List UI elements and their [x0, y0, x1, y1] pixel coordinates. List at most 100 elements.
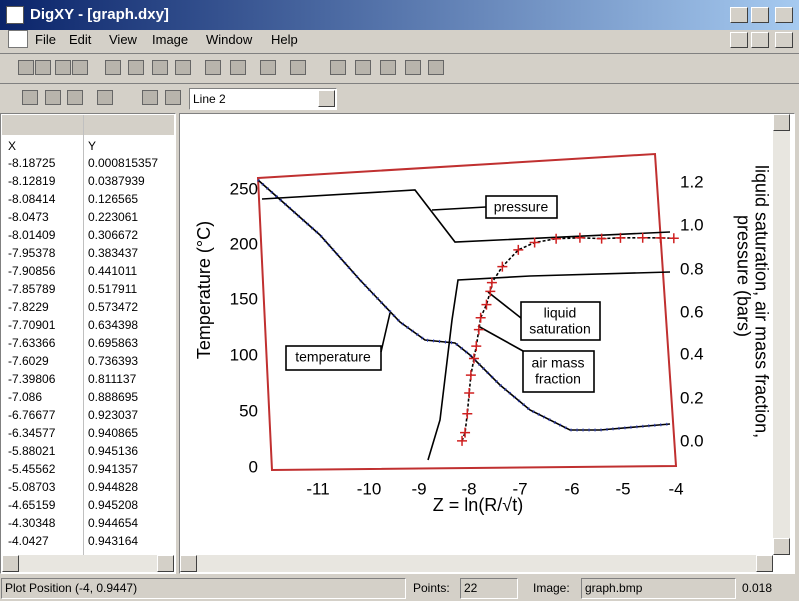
menu-item[interactable]: Window — [206, 32, 253, 47]
annotation-arrow — [487, 291, 522, 319]
scroll-right[interactable] — [756, 555, 773, 572]
graph-text: 0.4 — [680, 344, 704, 363]
cell-y: 0.000815357 — [88, 156, 159, 170]
toolbar-button[interactable] — [18, 60, 34, 75]
digitized-point — [486, 277, 497, 288]
pressure-curve — [261, 189, 671, 243]
minimize-button[interactable] — [730, 7, 748, 23]
close-button[interactable] — [775, 7, 793, 23]
scroll-left[interactable] — [180, 555, 197, 572]
digitized-point — [615, 232, 626, 243]
menu-item[interactable]: View — [109, 32, 137, 47]
digitized-point — [529, 237, 540, 248]
cell-x: -8.18725 — [8, 156, 56, 170]
cell-y: 0.944828 — [88, 480, 139, 494]
v-scrollbar[interactable] — [773, 114, 790, 555]
digitized-point — [481, 299, 492, 310]
digitized-point — [668, 233, 679, 244]
status-panel — [460, 578, 518, 599]
column-header: Y — [88, 139, 97, 153]
toolbar-button[interactable] — [35, 60, 51, 75]
toolbar-button[interactable] — [428, 60, 444, 75]
digitized-point — [460, 427, 471, 438]
mdi-minimize[interactable] — [730, 32, 748, 48]
toolbar-button[interactable] — [128, 60, 144, 75]
annotation-arrow — [380, 312, 391, 353]
h-scrollbar[interactable] — [180, 555, 773, 572]
mdi-close[interactable] — [775, 32, 793, 48]
graph-text: air mass — [532, 355, 585, 371]
graph-text: pressure — [494, 199, 549, 215]
toolbar-button[interactable] — [405, 60, 421, 75]
image-label: Image: — [533, 581, 570, 595]
annotation-box — [520, 301, 601, 341]
toolbar-button[interactable] — [380, 60, 396, 75]
digitized-point — [551, 233, 562, 244]
status-panel — [1, 578, 406, 599]
graph-text: 0.8 — [680, 259, 704, 278]
window-title: DigXY - [graph.dxy] — [30, 6, 169, 23]
cell-x: -7.63366 — [8, 336, 56, 350]
cell-y: 0.441011 — [88, 264, 138, 278]
menu-item[interactable]: File — [35, 32, 56, 47]
toolbar-button[interactable] — [230, 60, 246, 75]
toolbar-button[interactable] — [175, 60, 191, 75]
annotation-box — [285, 345, 382, 371]
toolbar-button[interactable] — [152, 60, 168, 75]
doc-icon — [8, 30, 28, 48]
cell-y: 0.517911 — [88, 282, 138, 296]
cell-x: -7.39806 — [8, 372, 56, 386]
graph-text: 0.0 — [680, 431, 704, 450]
graph-text: 0.2 — [680, 388, 704, 407]
toolbar-button[interactable] — [22, 90, 38, 105]
toolbar-button[interactable] — [55, 60, 71, 75]
menu-item[interactable]: Help — [271, 32, 298, 47]
toolbar-button[interactable] — [105, 60, 121, 75]
menu-item[interactable]: Edit — [69, 32, 92, 47]
toolbar-button[interactable] — [165, 90, 181, 105]
graph-text: -6 — [564, 479, 579, 498]
plot-frame — [256, 152, 678, 472]
maximize-button[interactable] — [751, 7, 769, 23]
toolbar-button[interactable] — [355, 60, 371, 75]
points-label: Points: — [413, 581, 450, 595]
cell-y: 0.945208 — [88, 498, 139, 512]
toolbar-button[interactable] — [142, 90, 158, 105]
graph-text: 1.0 — [680, 215, 704, 234]
cell-x: -8.12819 — [8, 174, 56, 188]
menu-item[interactable]: Image — [152, 32, 189, 47]
toolbar-button[interactable] — [97, 90, 113, 105]
graph-text: pressure (bars) — [733, 215, 753, 337]
cell-y: 0.126565 — [88, 192, 139, 206]
cell-x: -7.8229 — [8, 300, 49, 314]
dropdown-arrow[interactable] — [318, 90, 335, 107]
h-scrollbar[interactable] — [2, 555, 174, 572]
toolbar-button[interactable] — [330, 60, 346, 75]
digitized-point — [513, 244, 524, 255]
cell-x: -5.45562 — [8, 462, 56, 476]
toolbar-button[interactable] — [45, 90, 61, 105]
cell-x: -7.70901 — [8, 318, 56, 332]
toolbar-button[interactable] — [72, 60, 88, 75]
graph-text: 50 — [239, 401, 258, 420]
annotation-box — [522, 350, 595, 393]
mdi-restore[interactable] — [751, 32, 769, 48]
image-name: graph.bmp — [585, 581, 643, 595]
table-header-band — [2, 115, 174, 135]
line-dropdown[interactable] — [189, 88, 337, 110]
toolbar-button[interactable] — [205, 60, 221, 75]
graph-text: 250 — [230, 179, 258, 198]
toolbar-button[interactable] — [260, 60, 276, 75]
scroll-up[interactable] — [773, 114, 790, 131]
graph-text: liquid saturation, air mass fraction, — [751, 165, 771, 438]
scroll-right[interactable] — [157, 555, 174, 572]
scroll-down[interactable] — [773, 538, 790, 555]
cell-x: -7.90856 — [8, 264, 56, 278]
dropdown-value: Line 2 — [193, 92, 226, 106]
scroll-left[interactable] — [2, 555, 19, 572]
digitized-point — [473, 324, 484, 335]
toolbar-button[interactable] — [290, 60, 306, 75]
toolbar-button[interactable] — [67, 90, 83, 105]
graph-text: 1.2 — [680, 172, 704, 191]
cell-y: 0.888695 — [88, 390, 139, 404]
